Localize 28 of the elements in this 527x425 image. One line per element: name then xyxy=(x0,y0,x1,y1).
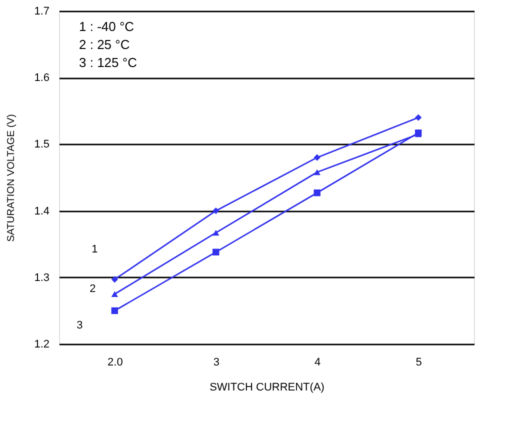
x-tick-label: 3 xyxy=(213,356,220,368)
series-label: 2 xyxy=(90,283,96,296)
point xyxy=(212,230,220,236)
text: 1 xyxy=(92,243,98,256)
y-axis-title: SATURATION VOLTAGE (V) xyxy=(6,114,18,242)
point xyxy=(111,276,118,283)
x-tick-label: 5 xyxy=(416,356,422,368)
y-tick-label: 1.2 xyxy=(34,338,50,350)
annotation: 2 : 25 °C xyxy=(79,37,130,52)
x-tick-label: 2.0 xyxy=(108,356,123,368)
point xyxy=(314,189,320,196)
text: 3 xyxy=(76,320,83,332)
y-tick-label: 1.3 xyxy=(34,272,50,284)
x-axis-title: SWITCH CURRENT(A) xyxy=(210,382,324,394)
point xyxy=(212,248,220,256)
point xyxy=(414,114,422,121)
annotation: 3 : 125 °C xyxy=(79,55,137,70)
point xyxy=(212,207,220,214)
y-tick-label: 1.4 xyxy=(34,205,50,218)
y-tick-label: 1.6 xyxy=(34,72,50,84)
annotation: 1 : -40 °C xyxy=(79,19,134,34)
y-tick-label: 1.5 xyxy=(34,138,50,151)
point xyxy=(314,154,320,161)
point xyxy=(314,169,320,176)
point xyxy=(111,307,118,314)
x-tick-label: 4 xyxy=(314,356,321,368)
y-tick-label: 1.7 xyxy=(34,6,50,18)
point xyxy=(111,291,118,297)
